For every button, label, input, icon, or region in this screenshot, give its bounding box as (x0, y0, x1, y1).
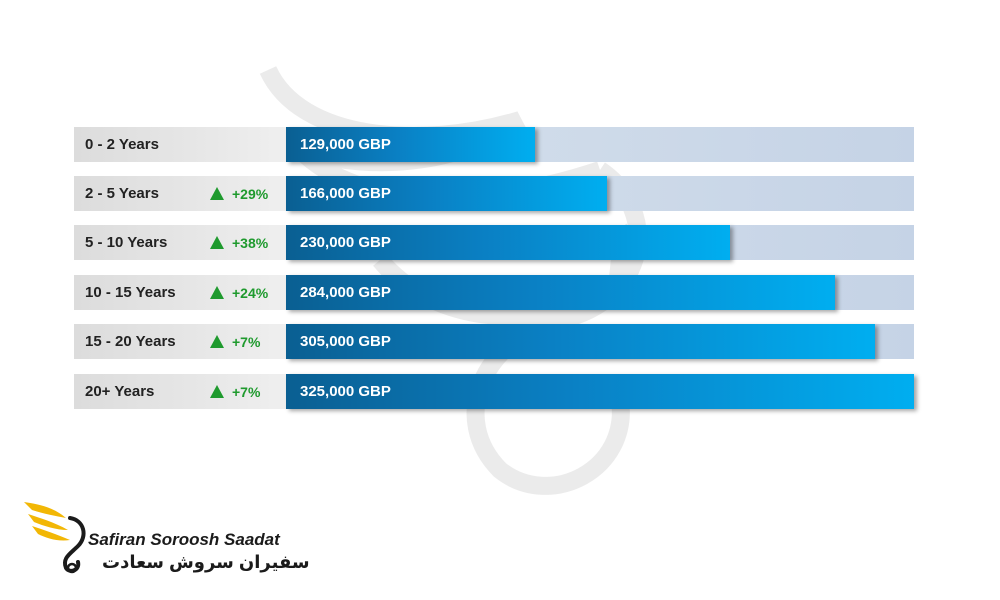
bar-value-label: 284,000 GBP (300, 284, 391, 301)
bar-row: 15 - 20 Years +7% 305,000 GBP (74, 324, 914, 359)
change-percent: +7% (232, 383, 261, 400)
bar-row: 0 - 2 Years 129,000 GBP (74, 127, 914, 162)
category-label: 10 - 15 Years (85, 284, 176, 301)
change-indicator: +29% (210, 176, 268, 211)
category-label: 20+ Years (85, 383, 155, 400)
arrow-up-icon (210, 236, 224, 249)
bar-row: 10 - 15 Years +24% 284,000 GBP (74, 275, 914, 310)
bar-value-label: 230,000 GBP (300, 234, 391, 251)
change-percent: +24% (232, 284, 269, 301)
bar-value-label: 129,000 GBP (300, 136, 391, 153)
change-indicator: +38% (210, 225, 268, 260)
change-indicator: +7% (210, 374, 260, 409)
bar-fill (286, 127, 535, 162)
category-label-cell (74, 127, 286, 162)
bar-value-label: 325,000 GBP (300, 383, 391, 400)
category-label: 0 - 2 Years (85, 136, 159, 153)
category-label-cell (74, 176, 286, 211)
arrow-up-icon (210, 385, 224, 398)
change-indicator: +7% (210, 324, 260, 359)
bar-fill (286, 374, 914, 409)
change-percent: +29% (232, 185, 269, 202)
bar-value-label: 166,000 GBP (300, 185, 391, 202)
category-label: 2 - 5 Years (85, 185, 159, 202)
brand-logo: Safiran Soroosh Saadat سفیران سروش سعادت (22, 496, 310, 586)
bar-value-label: 305,000 GBP (300, 333, 391, 350)
arrow-up-icon (210, 286, 224, 299)
bar-row: 20+ Years +7% 325,000 GBP (74, 374, 914, 409)
change-indicator: +24% (210, 275, 268, 310)
change-percent: +38% (232, 234, 269, 251)
brand-name-english: Safiran Soroosh Saadat (88, 530, 280, 549)
change-percent: +7% (232, 333, 261, 350)
bar-row: 2 - 5 Years +29% 166,000 GBP (74, 176, 914, 211)
bar-fill (286, 176, 607, 211)
category-label: 5 - 10 Years (85, 234, 168, 251)
bar-fill (286, 275, 835, 310)
swan-wing-icon (24, 502, 86, 574)
arrow-up-icon (210, 335, 224, 348)
category-label-cell (74, 275, 286, 310)
category-label-cell (74, 225, 286, 260)
category-label-cell (74, 374, 286, 409)
bar-row: 5 - 10 Years +38% 230,000 GBP (74, 225, 914, 260)
arrow-up-icon (210, 187, 224, 200)
category-label: 15 - 20 Years (85, 333, 176, 350)
brand-name-persian: سفیران سروش سعادت (102, 552, 310, 572)
bar-fill (286, 324, 875, 359)
category-label-cell (74, 324, 286, 359)
bar-fill (286, 225, 730, 260)
